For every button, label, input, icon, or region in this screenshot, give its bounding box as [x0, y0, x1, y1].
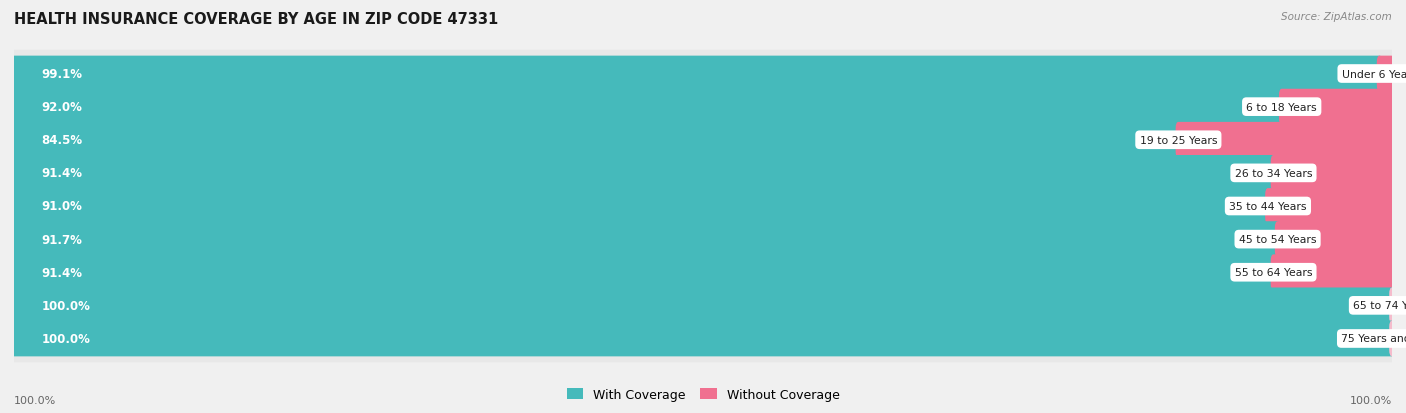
- FancyBboxPatch shape: [1389, 288, 1406, 323]
- Legend: With Coverage, Without Coverage: With Coverage, Without Coverage: [567, 388, 839, 401]
- FancyBboxPatch shape: [11, 321, 1395, 356]
- FancyBboxPatch shape: [11, 288, 1395, 323]
- Text: 45 to 54 Years: 45 to 54 Years: [1239, 235, 1316, 244]
- Text: 100.0%: 100.0%: [42, 332, 90, 345]
- Text: 91.4%: 91.4%: [42, 266, 83, 279]
- FancyBboxPatch shape: [11, 255, 1277, 290]
- FancyBboxPatch shape: [1389, 321, 1406, 356]
- FancyBboxPatch shape: [10, 116, 1396, 164]
- FancyBboxPatch shape: [10, 83, 1396, 131]
- FancyBboxPatch shape: [10, 282, 1396, 330]
- FancyBboxPatch shape: [1279, 90, 1395, 125]
- FancyBboxPatch shape: [10, 50, 1396, 98]
- FancyBboxPatch shape: [10, 216, 1396, 263]
- Text: 75 Years and older: 75 Years and older: [1341, 334, 1406, 344]
- FancyBboxPatch shape: [11, 57, 1382, 92]
- Text: 26 to 34 Years: 26 to 34 Years: [1234, 169, 1312, 178]
- FancyBboxPatch shape: [1271, 255, 1395, 290]
- Text: 100.0%: 100.0%: [1350, 395, 1392, 405]
- FancyBboxPatch shape: [1275, 222, 1395, 257]
- Text: 91.0%: 91.0%: [42, 200, 83, 213]
- FancyBboxPatch shape: [10, 315, 1396, 363]
- Text: 84.5%: 84.5%: [42, 134, 83, 147]
- Text: Under 6 Years: Under 6 Years: [1341, 69, 1406, 79]
- Text: 91.7%: 91.7%: [42, 233, 83, 246]
- Text: 91.4%: 91.4%: [42, 167, 83, 180]
- Text: 35 to 44 Years: 35 to 44 Years: [1229, 202, 1306, 211]
- FancyBboxPatch shape: [10, 183, 1396, 230]
- Text: 92.0%: 92.0%: [42, 101, 83, 114]
- FancyBboxPatch shape: [11, 189, 1271, 224]
- FancyBboxPatch shape: [11, 222, 1281, 257]
- Text: Source: ZipAtlas.com: Source: ZipAtlas.com: [1281, 12, 1392, 22]
- FancyBboxPatch shape: [10, 150, 1396, 197]
- Text: 6 to 18 Years: 6 to 18 Years: [1246, 102, 1317, 112]
- FancyBboxPatch shape: [1271, 156, 1395, 191]
- Text: 65 to 74 Years: 65 to 74 Years: [1353, 301, 1406, 311]
- FancyBboxPatch shape: [10, 249, 1396, 297]
- Text: 100.0%: 100.0%: [14, 395, 56, 405]
- Text: 19 to 25 Years: 19 to 25 Years: [1140, 135, 1218, 145]
- FancyBboxPatch shape: [1175, 123, 1396, 158]
- FancyBboxPatch shape: [1265, 189, 1395, 224]
- FancyBboxPatch shape: [11, 156, 1277, 191]
- Text: 55 to 64 Years: 55 to 64 Years: [1234, 268, 1312, 278]
- FancyBboxPatch shape: [11, 123, 1181, 158]
- FancyBboxPatch shape: [11, 90, 1285, 125]
- Text: HEALTH INSURANCE COVERAGE BY AGE IN ZIP CODE 47331: HEALTH INSURANCE COVERAGE BY AGE IN ZIP …: [14, 12, 498, 27]
- FancyBboxPatch shape: [1376, 57, 1395, 92]
- Text: 100.0%: 100.0%: [42, 299, 90, 312]
- Text: 99.1%: 99.1%: [42, 68, 83, 81]
